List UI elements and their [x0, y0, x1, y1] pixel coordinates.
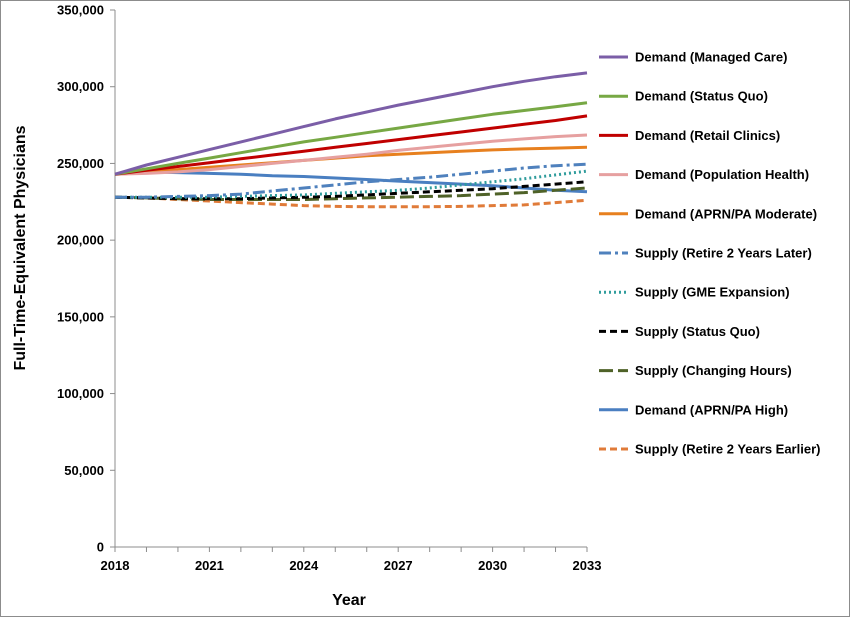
- y-tick-label: 300,000: [57, 79, 104, 94]
- plot-area: [114, 10, 587, 548]
- legend-label: Demand (APRN/PA High): [635, 402, 788, 417]
- legend-label: Demand (APRN/PA Moderate): [635, 206, 817, 221]
- legend-label: Supply (Retire 2 Years Earlier): [635, 442, 820, 457]
- y-tick-label: 100,000: [57, 386, 104, 401]
- legend-label: Demand (Retail Clinics): [635, 128, 780, 143]
- y-tick-label: 150,000: [57, 309, 104, 324]
- series-line: [114, 133, 588, 176]
- x-tick-label: 2027: [384, 558, 413, 573]
- y-tick-label: 0: [97, 540, 104, 555]
- series-layer: [114, 71, 588, 209]
- x-tick-label: 2033: [573, 558, 602, 573]
- legend-label: Supply (Status Quo): [635, 324, 760, 339]
- legend-label: Supply (Retire 2 Years Later): [635, 246, 812, 261]
- x-tick-label: 2018: [101, 558, 130, 573]
- legend: Demand (Managed Care) Demand (Status Quo)…: [599, 50, 820, 457]
- y-tick-label: 350,000: [57, 3, 104, 18]
- y-axis-ticks: 0 50,000 100,000 150,000 200,000 250,000 300,0…: [57, 3, 115, 555]
- x-tick-label: 2030: [478, 558, 507, 573]
- series-line: [115, 169, 588, 199]
- series-line: [114, 114, 588, 176]
- legend-label: Demand (Population Health): [635, 167, 809, 182]
- legend-label: Demand (Managed Care): [635, 50, 787, 65]
- y-axis-title: Full-Time-Equivalent Physicians: [12, 125, 29, 370]
- series-line: [114, 101, 588, 176]
- x-tick-label: 2024: [289, 558, 319, 573]
- x-axis-ticks: 2018 2021 2024 2027 2030 2033: [101, 547, 602, 573]
- series-line: [114, 180, 588, 201]
- x-axis-title: Year: [332, 592, 366, 609]
- y-tick-label: 250,000: [57, 156, 104, 171]
- legend-label: Supply (GME Expansion): [635, 285, 790, 300]
- y-tick-label: 50,000: [64, 463, 104, 478]
- legend-label: Demand (Status Quo): [635, 89, 768, 104]
- series-line: [114, 170, 588, 194]
- legend-label: Supply (Changing Hours): [635, 363, 792, 378]
- x-tick-label: 2021: [195, 558, 224, 573]
- series-line: [115, 162, 588, 199]
- series-line: [114, 71, 588, 176]
- y-tick-label: 200,000: [57, 233, 104, 248]
